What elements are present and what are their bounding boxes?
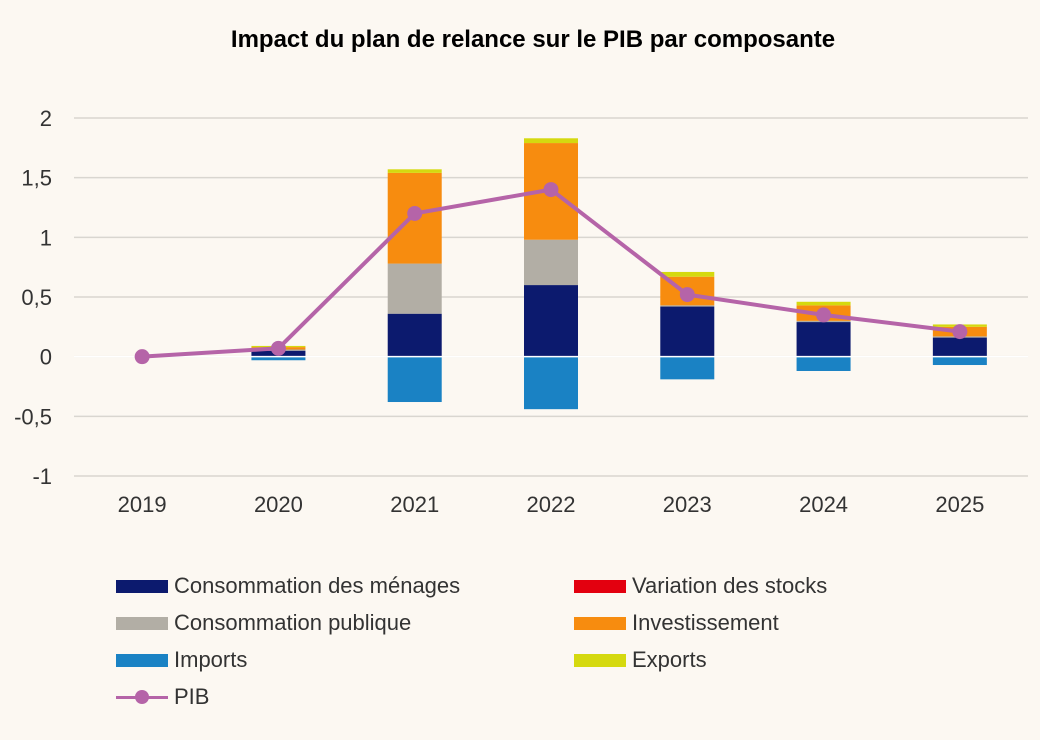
y-tick-label: -0,5 [14,404,52,429]
bar-segment [387,263,442,314]
legend-swatch [116,616,168,630]
legend-swatch [574,653,626,667]
pib-point [816,307,832,323]
legend-label: PIB [174,684,210,709]
pib-point [679,287,695,303]
legend-item-imports: Imports [116,642,247,678]
y-tick-label: 2 [40,106,52,131]
bar-segment [251,356,306,361]
chart-area: 2 1,5 1 0,5 0 -0,5 -1 2019 2020 2021 2022 2023 2024 2… [14,106,1028,517]
y-tick-label: 0,5 [21,285,52,310]
bar-segment [660,306,715,357]
bar-segment [524,239,578,286]
legend-label: Imports [174,647,248,672]
bar-segment [524,285,578,357]
pib-point [543,182,559,198]
bar-segment [387,313,442,357]
legend-item-consommation-publique: Consommation publique [116,605,411,641]
legend-label: Consommation publique [174,610,412,635]
legend-label: Consommation des ménages [174,573,461,598]
pib-point [407,205,423,221]
legend-swatch [574,579,626,593]
x-tick-label: 2023 [663,492,712,517]
bar-segment [524,138,578,144]
legend-item-pib: PIB [116,679,209,715]
pib-point [270,340,286,356]
x-tick-label: 2022 [527,492,576,517]
bar-segment [796,301,851,306]
x-tick-label: 2019 [118,492,167,517]
x-tick-label: 2021 [390,492,439,517]
legend-label: Investissement [632,610,779,635]
y-tick-label: 1 [40,225,52,250]
bar-segment [387,169,442,173]
legend-swatch [116,653,168,667]
y-tick-label: 0 [40,345,52,370]
x-tick-label: 2025 [935,492,984,517]
legend-line-swatch [116,690,168,704]
legend: Consommation des ménages Variation des s… [116,568,1016,728]
legend-swatch [574,616,626,630]
bar-segment [932,337,987,357]
legend-swatch [116,579,168,593]
bar-segment [524,356,578,410]
y-tick-label: -1 [32,464,52,489]
bar-segment [660,305,715,307]
legend-label: Variation des stocks [632,573,828,598]
legend-label: Exports [632,647,707,672]
bar-segment [932,356,987,366]
legend-item-investissement: Investissement [574,605,779,641]
x-tick-label: 2020 [254,492,303,517]
legend-item-consommation-menages: Consommation des ménages [116,568,460,604]
x-tick-label: 2024 [799,492,848,517]
y-tick-label: 1,5 [21,166,52,191]
pib-point [134,349,150,365]
bar-segment [796,322,851,357]
legend-item-variation-stocks: Variation des stocks [574,568,827,604]
bar-segment [387,356,442,403]
chart-title: Impact du plan de relance sur le PIB par… [230,26,836,53]
pib-point [952,324,968,340]
bar-segment [796,356,851,371]
bar-segment [660,356,715,380]
bar-segment [660,271,715,277]
legend-item-exports: Exports [574,642,707,678]
